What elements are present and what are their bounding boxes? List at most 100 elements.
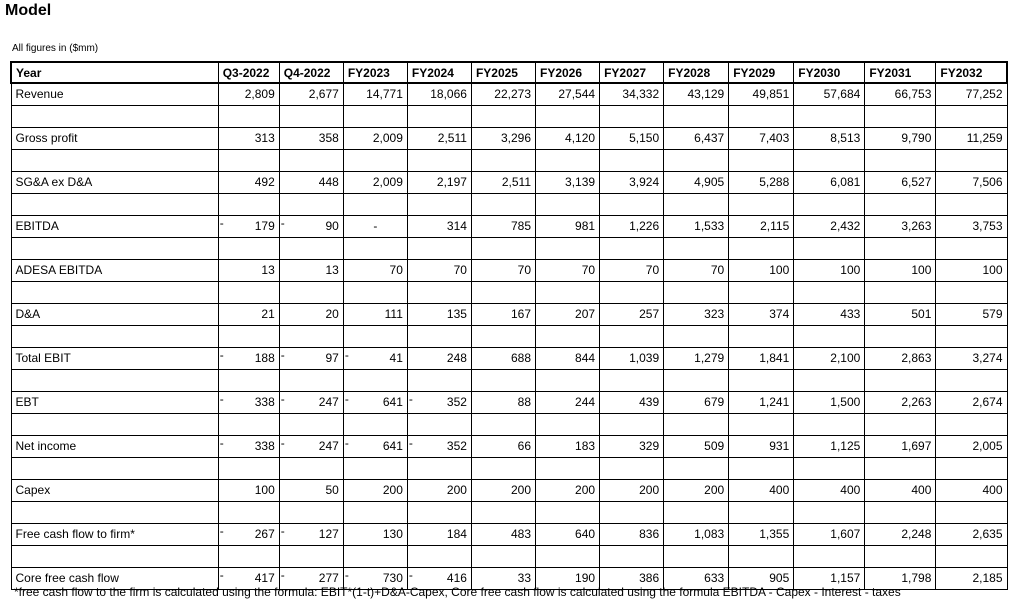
table-cell: 1,355 xyxy=(728,523,795,546)
row-label: D&A xyxy=(10,303,219,326)
row-label: EBT xyxy=(10,391,219,414)
row-label: Gross profit xyxy=(10,127,219,150)
cell-value: 127 xyxy=(318,527,339,542)
cell-value: 2,185 xyxy=(972,571,1003,586)
table-cell: 501 xyxy=(864,303,937,326)
negative-marker: - xyxy=(219,524,224,538)
cell-value: 90 xyxy=(325,219,339,234)
table-cell: 100 xyxy=(935,259,1008,282)
empty-cell xyxy=(935,368,1008,392)
table-cell: 70 xyxy=(663,259,730,282)
table-cell: 2,009 xyxy=(342,127,408,150)
empty-cell xyxy=(10,544,219,568)
empty-cell xyxy=(864,280,937,304)
empty-cell xyxy=(406,280,472,304)
empty-cell xyxy=(406,104,472,128)
cell-value: 13 xyxy=(325,263,339,278)
cell-value: 338 xyxy=(254,439,275,454)
table-cell: 18,066 xyxy=(406,82,472,106)
table-cell: 2,863 xyxy=(864,347,937,370)
spacer-row xyxy=(10,544,1008,568)
cell-value: 785 xyxy=(510,219,531,234)
empty-cell xyxy=(470,500,537,524)
cell-value: 2,432 xyxy=(830,219,861,234)
empty-cell xyxy=(599,500,665,524)
empty-cell xyxy=(534,412,601,436)
cell-value: 1,279 xyxy=(694,351,725,366)
cell-value: 70 xyxy=(453,263,467,278)
cell-value: 49,851 xyxy=(752,87,790,102)
cell-value: 11,259 xyxy=(966,131,1003,146)
empty-cell xyxy=(793,368,866,392)
units-note: All figures in ($mm) xyxy=(12,43,99,54)
empty-cell xyxy=(935,192,1008,216)
cell-value: 416 xyxy=(446,571,467,586)
cell-value: 1,039 xyxy=(629,351,660,366)
cell-value: 6,081 xyxy=(830,175,861,190)
table-cell: 3,139 xyxy=(534,171,601,194)
cell-value: 2,009 xyxy=(372,175,403,190)
empty-cell xyxy=(935,236,1008,260)
table-cell: 200 xyxy=(599,479,665,502)
table-cell: - 730 xyxy=(342,567,408,590)
empty-cell xyxy=(663,104,730,128)
table-cell: 2,100 xyxy=(793,347,866,370)
empty-cell xyxy=(728,368,795,392)
empty-cell xyxy=(864,236,937,260)
table-cell: 1,039 xyxy=(599,347,665,370)
table-cell: 5,150 xyxy=(599,127,665,150)
cell-value: 1,607 xyxy=(830,527,861,542)
empty-cell xyxy=(10,236,219,260)
table-cell: 640 xyxy=(534,523,601,546)
empty-cell xyxy=(470,368,537,392)
table-cell: 400 xyxy=(935,479,1008,502)
negative-marker: - xyxy=(344,348,349,362)
cell-value: 1,125 xyxy=(830,439,861,454)
empty-cell xyxy=(534,148,601,172)
table-cell: 257 xyxy=(599,303,665,326)
table-cell: 433 xyxy=(793,303,866,326)
table-cell: 688 xyxy=(470,347,537,370)
empty-cell xyxy=(470,544,537,568)
cell-value: 352 xyxy=(446,395,467,410)
spacer-row xyxy=(10,236,1008,260)
cell-value: 688 xyxy=(510,351,531,366)
cell-value: 2,100 xyxy=(830,351,861,366)
cell-value: 329 xyxy=(639,439,660,454)
empty-cell xyxy=(793,456,866,480)
empty-cell xyxy=(864,544,937,568)
empty-cell xyxy=(342,280,408,304)
cell-value: 100 xyxy=(840,263,861,278)
cell-value: 2,005 xyxy=(972,439,1003,454)
spacer-row xyxy=(10,104,1008,128)
table-cell: 3,753 xyxy=(935,215,1008,238)
table-cell: 358 xyxy=(278,127,344,150)
cell-value: 492 xyxy=(254,175,275,190)
empty-cell xyxy=(864,192,937,216)
table-cell: 931 xyxy=(728,435,795,458)
model-table: Year Q3-2022 Q4-2022 FY2023 FY2024 FY2025 FY20… xyxy=(10,61,1008,590)
cell-value: 70 xyxy=(710,263,725,278)
empty-cell xyxy=(10,412,219,436)
table-cell: 66 xyxy=(470,435,537,458)
table-cell: 66,753 xyxy=(864,82,937,106)
row-label: Net income xyxy=(10,435,219,458)
table-row: Gross profit 313 358 2,009 2,511 3,296 4,120 5,… xyxy=(10,127,1008,150)
cell-value: 374 xyxy=(769,307,790,322)
empty-cell xyxy=(406,412,472,436)
cell-value: 2,115 xyxy=(760,219,790,234)
table-cell: 2,115 xyxy=(728,215,795,238)
table-cell: 200 xyxy=(534,479,601,502)
table-row: Total EBIT -188-97-41 248 688 844 1,039 1,279 1… xyxy=(10,347,1008,370)
empty-cell xyxy=(10,148,219,172)
table-cell: 27,544 xyxy=(534,82,601,106)
cell-value: 3,924 xyxy=(629,175,660,190)
table-cell: 8,513 xyxy=(793,127,866,150)
empty-cell xyxy=(864,104,937,128)
negative-marker: - xyxy=(280,348,285,362)
empty-cell xyxy=(534,324,601,348)
cell-value: 27,544 xyxy=(558,87,596,102)
cell-value: 14,771 xyxy=(366,87,403,102)
negative-marker: - xyxy=(219,568,224,582)
negative-marker: - xyxy=(219,216,224,230)
